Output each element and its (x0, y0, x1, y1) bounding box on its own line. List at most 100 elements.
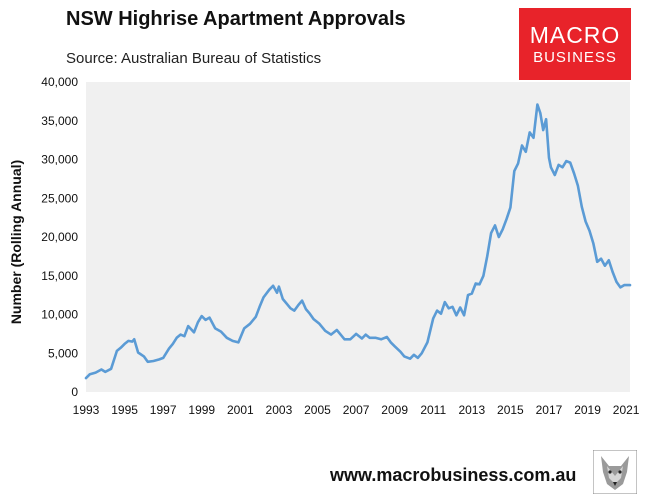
data-point (623, 284, 626, 286)
y-tick-label: 10,000 (41, 308, 78, 322)
data-point (629, 284, 631, 286)
data-point (85, 377, 87, 379)
data-point (451, 305, 454, 308)
data-point (467, 294, 469, 296)
data-point (550, 166, 552, 169)
data-point (482, 274, 485, 277)
data-point (278, 285, 280, 288)
data-point (486, 255, 489, 258)
data-point (588, 229, 591, 232)
data-point (220, 330, 222, 333)
data-point (231, 340, 234, 342)
x-tick-label: 1993 (73, 403, 100, 417)
data-point (497, 236, 500, 238)
data-point (324, 329, 327, 332)
data-point (168, 347, 170, 350)
data-point (463, 314, 465, 317)
data-point (490, 232, 492, 235)
data-point (494, 224, 496, 227)
data-point (243, 327, 246, 330)
data-point (276, 291, 278, 294)
data-point (596, 260, 599, 263)
x-tick-label: 2007 (343, 403, 370, 417)
data-point (542, 129, 545, 132)
data-point (615, 281, 618, 283)
data-point (225, 336, 228, 339)
data-point (175, 336, 178, 339)
data-point (308, 312, 311, 315)
data-point (143, 355, 145, 358)
data-point (116, 350, 118, 352)
data-point (343, 338, 346, 341)
macrobusiness-logo: MACRO BUSINESS (519, 8, 631, 80)
data-point (524, 150, 527, 153)
data-point (536, 103, 539, 106)
data-point (281, 298, 284, 300)
data-point (187, 325, 190, 327)
data-point (548, 157, 550, 159)
x-tick-label: 2019 (574, 403, 601, 417)
data-point (110, 367, 112, 370)
data-point (258, 305, 261, 308)
x-tick-label: 2011 (420, 403, 446, 417)
x-tick-label: 2017 (536, 403, 563, 417)
data-point (179, 333, 182, 336)
footer-url: www.macrobusiness.com.au (330, 465, 577, 485)
data-point (561, 166, 564, 169)
data-point (380, 338, 382, 341)
data-point (501, 228, 504, 231)
data-point (146, 360, 149, 363)
chart-source: Source: Australian Bureau of Statistics (66, 50, 322, 67)
data-point (580, 205, 583, 208)
plot-area (86, 82, 630, 392)
data-point (432, 317, 435, 320)
data-point (455, 314, 458, 317)
data-point (197, 321, 199, 324)
y-tick-label: 15,000 (41, 269, 78, 283)
x-tick-label: 1995 (111, 403, 138, 417)
x-tick-label: 1997 (150, 403, 177, 417)
data-point (200, 315, 203, 317)
data-point (545, 118, 547, 121)
data-point (339, 333, 342, 336)
data-point (171, 343, 174, 345)
data-point (532, 136, 535, 139)
data-point (607, 259, 610, 262)
data-point (183, 335, 186, 338)
data-point (152, 360, 155, 362)
data-point (426, 341, 429, 344)
data-point (386, 336, 388, 338)
data-point (393, 345, 396, 348)
data-point (569, 161, 572, 164)
data-point (374, 336, 377, 339)
data-point (604, 264, 606, 267)
logo-line-1: MACRO (529, 21, 621, 48)
data-point (447, 307, 450, 310)
data-point (214, 327, 217, 330)
data-point (420, 352, 423, 355)
data-point (318, 322, 321, 325)
data-point (399, 350, 402, 353)
data-point (312, 318, 315, 320)
x-tick-label: 2001 (227, 403, 254, 417)
data-point (573, 172, 575, 175)
data-point (600, 257, 602, 260)
data-point (470, 292, 473, 295)
data-point (539, 112, 542, 114)
y-tick-label: 30,000 (41, 153, 78, 167)
data-point (137, 351, 140, 354)
x-tick-label: 2013 (458, 403, 485, 417)
data-point (440, 312, 442, 315)
data-point (505, 218, 508, 221)
y-tick-label: 25,000 (41, 191, 78, 205)
data-point (416, 357, 419, 359)
data-point (389, 341, 392, 344)
data-point (249, 322, 251, 325)
data-point (553, 174, 556, 176)
data-point (237, 341, 240, 344)
data-point (459, 306, 462, 309)
data-point (100, 368, 103, 371)
x-tick-label: 2015 (497, 403, 524, 417)
data-point (293, 309, 296, 312)
data-point (131, 340, 134, 343)
